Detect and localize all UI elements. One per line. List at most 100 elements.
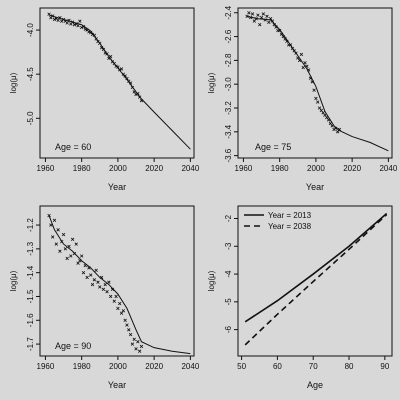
- chart-panel-1: 1960 1980 2000 2020 2040 -4.0 -4.5 -5.0 Year log(…: [9, 7, 200, 192]
- data-point: [114, 294, 118, 299]
- x-axis-label: Age: [307, 380, 323, 390]
- fitted-line: [48, 14, 191, 150]
- x-tick-label: 2040: [379, 164, 397, 173]
- data-point: [56, 18, 60, 23]
- data-point: [58, 249, 62, 253]
- data-point: [56, 228, 60, 232]
- x-tick-label: 2040: [181, 362, 199, 371]
- y-tick-label: -3.4: [224, 124, 233, 138]
- y-axis-label: log(μ): [207, 72, 216, 93]
- data-point: [332, 127, 336, 132]
- x-tick-label: 2020: [145, 164, 163, 173]
- data-point: [92, 278, 97, 282]
- data-point: [272, 22, 276, 27]
- data-point: [65, 21, 69, 25]
- series-line-year-2013: [244, 212, 388, 323]
- data-point: [112, 299, 116, 303]
- age-annotation: Age = 90: [55, 341, 91, 351]
- data-point: [90, 282, 95, 287]
- series-line-year-2038: [244, 214, 388, 346]
- y-tick-label: -3: [224, 242, 233, 250]
- data-point: [303, 61, 307, 65]
- y-tick-label: -4: [224, 270, 233, 278]
- plot-frame: [39, 205, 195, 357]
- data-point: [125, 323, 129, 327]
- x-tick-label: 90: [380, 362, 389, 371]
- x-tick-label: 70: [309, 362, 318, 371]
- data-point: [334, 126, 338, 130]
- data-point: [72, 23, 77, 27]
- y-tick-label: -5.0: [26, 111, 35, 125]
- x-tick-label: 80: [345, 362, 354, 371]
- data-point: [74, 242, 78, 246]
- data-point: [94, 268, 98, 272]
- data-point: [123, 74, 127, 78]
- data-point: [79, 254, 84, 258]
- data-point: [98, 285, 102, 289]
- y-tick-label: -5: [224, 298, 233, 306]
- legend: Year = 2013 Year = 2038: [244, 211, 312, 231]
- x-tick-label: 1980: [271, 164, 289, 173]
- data-point: [139, 344, 144, 349]
- x-tick-label: 1980: [73, 164, 91, 173]
- data-point: [65, 256, 69, 261]
- data-point: [79, 25, 84, 30]
- data-point: [76, 261, 80, 265]
- y-tick-label: -1.3: [26, 241, 35, 255]
- y-axis-label: log(μ): [207, 270, 216, 291]
- data-point: [89, 273, 93, 277]
- data-point: [134, 347, 138, 351]
- data-point: [70, 237, 75, 242]
- y-tick-label: -3.6: [224, 148, 233, 162]
- data-point: [76, 23, 80, 28]
- data-point: [128, 332, 133, 337]
- chart-panel-3: 1960 1980 2000 2020 2040 -1.2 -1.3 -1.4 -1.5 -1.6…: [9, 205, 200, 390]
- data-point: [61, 232, 66, 237]
- data-point: [63, 247, 68, 251]
- y-tick-label: -1.7: [26, 337, 35, 351]
- y-tick-label: -3.0: [224, 77, 233, 91]
- data-point: [250, 12, 255, 16]
- fitted-line: [48, 215, 191, 355]
- data-point: [108, 294, 113, 299]
- data-point: [132, 337, 136, 342]
- data-point: [258, 22, 262, 27]
- data-point: [119, 311, 124, 315]
- age-annotation: Age = 60: [55, 142, 91, 152]
- age-annotation: Age = 75: [255, 142, 291, 152]
- data-point: [130, 342, 135, 346]
- data-point: [69, 254, 73, 258]
- x-axis-label: Year: [108, 380, 126, 390]
- data-point: [127, 328, 131, 332]
- y-tick-label: -6: [224, 326, 233, 334]
- data-point: [319, 108, 324, 113]
- legend-label: Year = 2038: [268, 222, 312, 231]
- data-point: [52, 218, 57, 222]
- data-point: [247, 11, 251, 15]
- y-tick-label: -4.5: [26, 67, 35, 81]
- data-point: [123, 318, 127, 322]
- data-point: [110, 287, 115, 292]
- data-point: [267, 20, 271, 24]
- x-axis-label: Year: [306, 182, 324, 192]
- x-tick-label: 1960: [37, 362, 55, 371]
- data-point: [252, 19, 256, 23]
- data-point: [316, 100, 320, 104]
- y-tick-label: -2.6: [224, 29, 233, 43]
- data-point: [314, 96, 318, 101]
- data-point: [52, 17, 57, 22]
- y-tick-label: -1.5: [26, 289, 35, 303]
- x-tick-label: 50: [237, 362, 246, 371]
- x-tick-label: 2000: [109, 164, 127, 173]
- y-tick-label: -1.4: [26, 265, 35, 279]
- y-tick-label: -3.2: [224, 101, 233, 115]
- x-tick-label: 1960: [37, 164, 55, 173]
- y-tick-label: -4.0: [26, 23, 35, 37]
- fitted-line: [246, 15, 389, 152]
- data-point: [50, 235, 55, 239]
- data-point: [256, 13, 260, 17]
- x-tick-label: 60: [273, 362, 282, 371]
- data-point: [312, 88, 316, 92]
- data-point: [118, 301, 122, 306]
- data-point: [261, 12, 266, 16]
